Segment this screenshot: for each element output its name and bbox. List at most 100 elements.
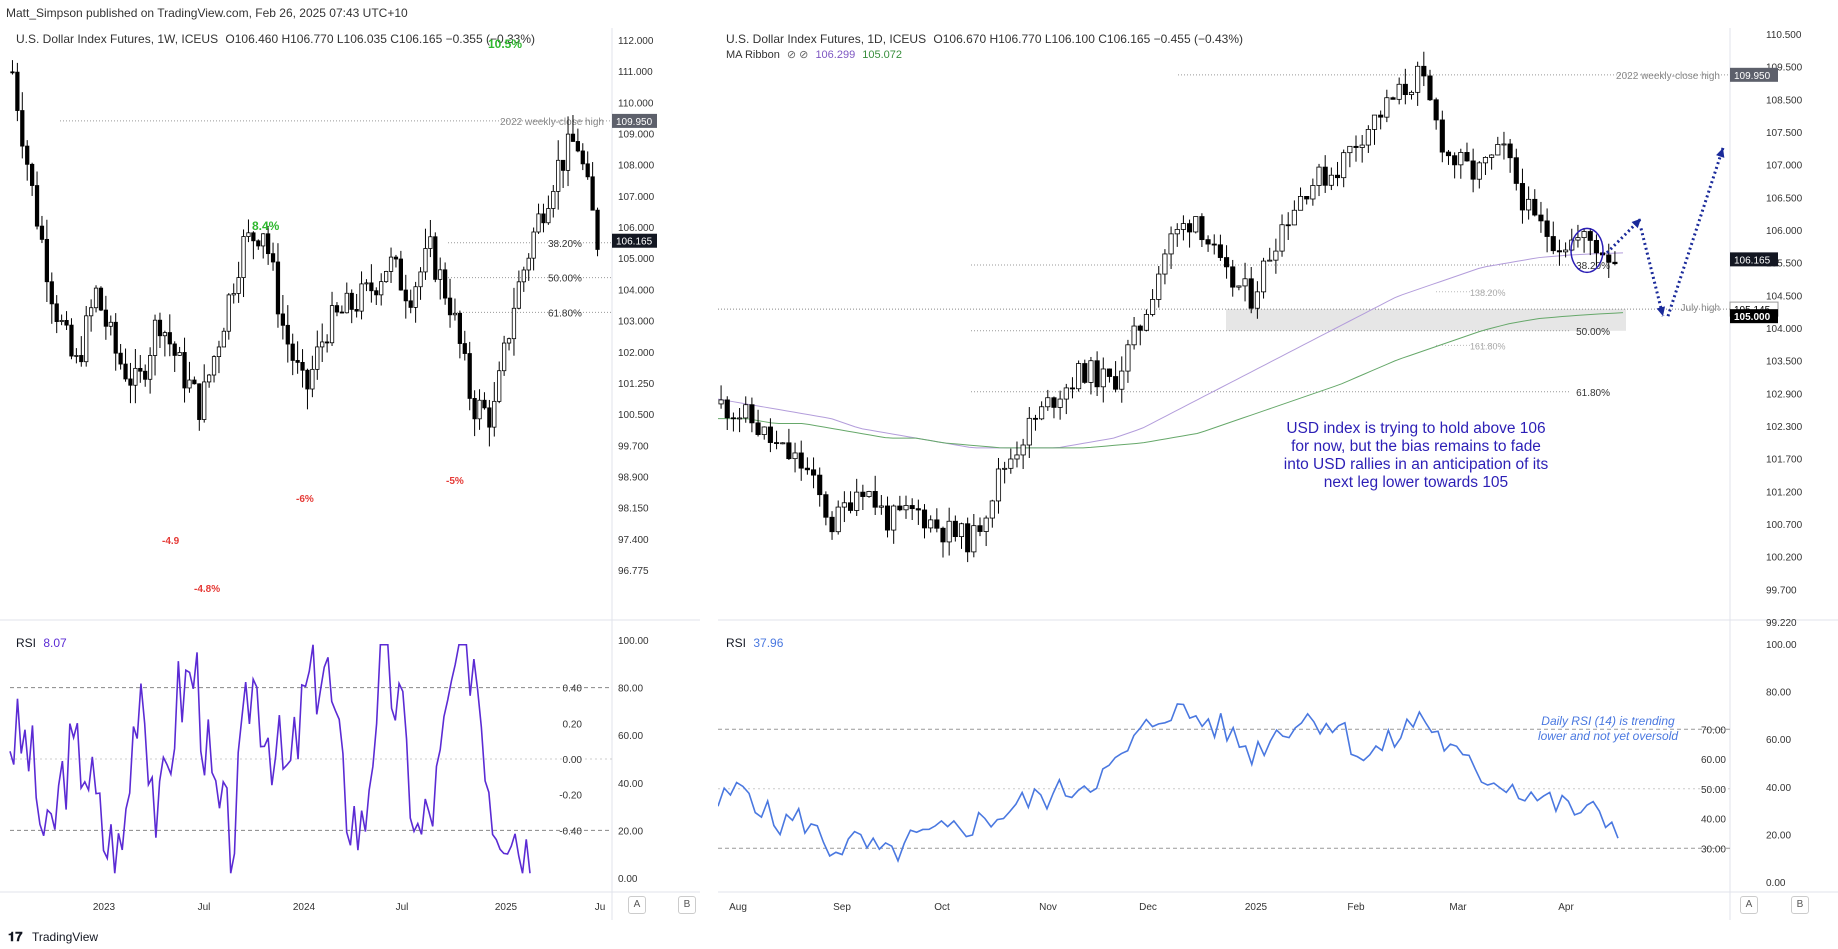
left-candle — [305, 369, 310, 390]
right-candle — [1452, 155, 1458, 166]
left-candle — [413, 286, 418, 308]
left-auto-scale-button[interactable]: A — [628, 896, 646, 914]
publisher-line: Matt_Simpson published on TradingView.co… — [6, 6, 408, 20]
right-rsi-inner-tick: 50.00 — [1701, 785, 1726, 796]
right-candle — [1612, 261, 1618, 265]
annotation-line: for now, but the bias remains to fade — [1291, 438, 1541, 455]
right-candle — [1550, 236, 1556, 252]
left-candle — [172, 343, 177, 356]
left-candle — [15, 71, 20, 111]
right-rsi-tick: 80.00 — [1766, 688, 1791, 699]
left-candle — [275, 261, 281, 315]
right-candle — [1156, 273, 1162, 300]
right-candle — [1519, 183, 1526, 211]
ma-fast-line — [718, 252, 1624, 449]
right-candle — [1236, 285, 1242, 288]
annotation-box: USD index is trying to hold above 106 fo… — [1266, 420, 1566, 492]
left-candle — [329, 305, 335, 344]
right-candle — [1353, 145, 1359, 148]
footer-brand[interactable]: TradingView — [32, 930, 99, 944]
right-candle — [1328, 174, 1334, 186]
left-candle — [152, 319, 158, 356]
right-rsi-tick: 0.00 — [1766, 878, 1786, 889]
left-symbol-title: U.S. Dollar Index Futures, 1W, ICEUS — [16, 32, 219, 46]
right-candle — [1402, 83, 1408, 96]
left-candle — [398, 258, 403, 291]
right-candle — [847, 502, 854, 511]
right-price-tag-bg — [1730, 67, 1778, 82]
left-candle — [30, 163, 35, 186]
left-candle — [320, 341, 325, 348]
left-candle — [369, 282, 374, 292]
right-price-tick: 104.500 — [1766, 291, 1803, 302]
left-candle — [408, 300, 413, 308]
left-candle — [266, 233, 271, 255]
left-price-tag-bg — [612, 113, 657, 128]
right-candle — [749, 404, 755, 424]
left-candle — [551, 190, 556, 209]
left-last-price-tag: 106.165 — [616, 237, 653, 248]
right-candle — [1143, 314, 1149, 331]
left-candle — [187, 379, 192, 389]
projection-arrow-down-head — [1656, 306, 1666, 317]
right-candle — [1501, 143, 1507, 146]
left-log-scale-button[interactable]: B — [678, 896, 696, 914]
left-candle — [64, 320, 69, 326]
tradingview-logo-icon[interactable]: 𝟏𝟕 — [8, 929, 23, 944]
right-candle — [1347, 145, 1353, 154]
right-candle — [860, 491, 866, 497]
left-candle — [148, 355, 153, 380]
right-fib-label: 61.80% — [1576, 388, 1610, 399]
left-weekly-high-label: 2022 weekly-close high — [500, 117, 604, 128]
ma-ribbon-eye-icon[interactable]: ⊘ ⊘ — [786, 49, 809, 61]
right-candle — [1526, 198, 1532, 211]
right-candle — [1057, 398, 1063, 408]
right-chart-panel[interactable]: U.S. Dollar Index Futures, 1D, ICEUS O10… — [718, 28, 1838, 920]
right-candle — [928, 519, 934, 529]
right-candle — [897, 505, 903, 511]
right-candle — [1131, 325, 1137, 346]
right-candle — [1199, 216, 1205, 241]
rsi-note-line: lower and not yet oversold — [1537, 729, 1679, 743]
left-candle — [374, 290, 379, 296]
right-candle — [1341, 152, 1347, 179]
left-rsi-inner-tick: -0.40 — [559, 826, 582, 837]
right-candle — [1495, 144, 1501, 156]
left-candle — [492, 400, 497, 428]
left-chart-panel[interactable]: U.S. Dollar Index Futures, 1W, ICEUS O10… — [0, 28, 700, 920]
right-candle — [786, 442, 792, 460]
right-ext-fib-label: 138.20% — [1470, 288, 1506, 298]
left-time-label: Jul — [198, 902, 211, 913]
right-candle — [1297, 196, 1304, 211]
right-candle — [755, 422, 761, 435]
right-price-tick: 102.900 — [1766, 389, 1803, 400]
right-time-label: Aug — [729, 902, 747, 913]
left-rsi-inner-tick: 0.00 — [563, 755, 583, 766]
left-candle — [221, 330, 226, 348]
right-candle — [1445, 151, 1452, 157]
right-candle — [1334, 174, 1341, 179]
right-candle — [878, 505, 884, 508]
right-auto-scale-button[interactable]: A — [1740, 896, 1758, 914]
left-candle — [388, 256, 394, 272]
right-candle — [1421, 65, 1427, 77]
left-candle — [585, 163, 590, 178]
right-price-pane: 110.500 109.500 108.500 107.500 107.000 106.5… — [718, 28, 1838, 920]
right-candle — [1106, 368, 1112, 377]
left-candle — [202, 381, 207, 420]
right-price-tick: 107.500 — [1766, 128, 1803, 139]
left-candle — [531, 231, 536, 259]
right-candle — [903, 505, 909, 511]
right-candle — [804, 467, 810, 471]
right-time-label: Nov — [1039, 902, 1057, 913]
right-candle — [983, 517, 989, 532]
projection-arrow-rally — [1666, 147, 1725, 317]
left-pct-label: -4.9 — [162, 536, 180, 547]
left-candle — [359, 283, 364, 312]
left-chart-svg: 112.000 111.000 110.000 109.000 108.000 107.0… — [0, 28, 700, 920]
left-candle — [497, 370, 502, 402]
right-log-scale-button[interactable]: B — [1791, 896, 1809, 914]
ma-slow-line — [718, 312, 1624, 449]
right-candle — [1248, 278, 1254, 309]
right-candle — [995, 468, 1002, 502]
